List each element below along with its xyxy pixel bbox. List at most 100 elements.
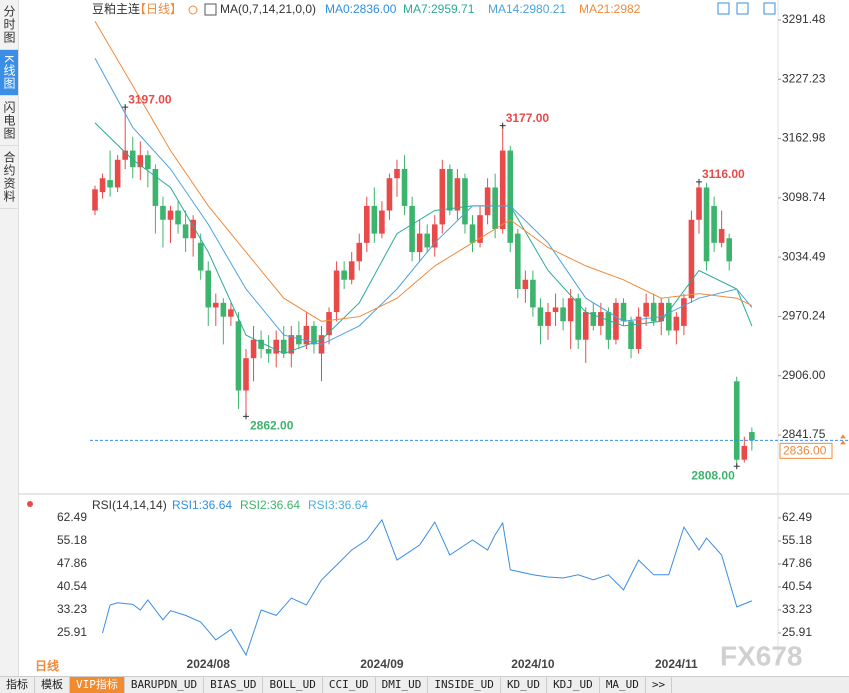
rsi-icon[interactable] xyxy=(27,501,33,507)
candle-body xyxy=(567,298,574,322)
indicator-tab[interactable]: >> xyxy=(646,677,673,693)
ma-line xyxy=(94,58,753,345)
candle-body xyxy=(190,219,196,239)
indicator-tab[interactable]: KD_UD xyxy=(501,677,548,693)
x-tick-label: 2024/10 xyxy=(511,657,555,671)
x-tick-label: 2024/08 xyxy=(187,657,231,671)
candle-body xyxy=(265,348,272,354)
legend-entry: RSI1:36.64 xyxy=(172,498,232,512)
y-tick-label-left: 55.18 xyxy=(57,533,87,547)
side-tab[interactable]: K线图 xyxy=(0,50,18,97)
y-tick-label: 3034.49 xyxy=(782,249,826,263)
price-arrow xyxy=(840,434,846,445)
extreme-label: 3116.00 xyxy=(702,167,745,181)
y-tick-label-left: 25.91 xyxy=(57,625,87,639)
indicator-tab[interactable]: MA_UD xyxy=(600,677,646,693)
legend-entry: MA14:2980.21 xyxy=(488,2,566,16)
candle-body xyxy=(718,228,725,243)
indicator-tab[interactable]: INSIDE_UD xyxy=(428,677,501,693)
candle-body xyxy=(454,178,461,211)
candle-body xyxy=(341,270,347,280)
sidebar: 分时图 K线图 闪电图 合约资料 xyxy=(0,0,19,676)
add-icon[interactable] xyxy=(188,5,198,15)
candle-body xyxy=(711,205,717,243)
candle-body xyxy=(741,445,748,460)
candle-body xyxy=(394,169,400,179)
icon[interactable] xyxy=(763,2,776,15)
extreme-marker xyxy=(243,413,249,420)
candle-body xyxy=(288,335,295,354)
candle-body xyxy=(681,298,687,326)
y-tick-label: 62.49 xyxy=(782,510,812,524)
candle-body xyxy=(447,169,453,211)
legend-entry: RSI2:36.64 xyxy=(240,498,300,512)
ma-line xyxy=(94,122,753,355)
icon[interactable] xyxy=(736,2,749,15)
candle-body xyxy=(469,224,476,243)
indicator-tab[interactable]: 模板 xyxy=(35,677,70,693)
candle-body xyxy=(628,321,634,349)
candle-body xyxy=(424,233,430,248)
candle-body xyxy=(152,169,159,206)
watermark: FX678 xyxy=(720,640,803,671)
candle-body xyxy=(145,155,151,170)
side-tab[interactable]: 闪电图 xyxy=(0,96,18,147)
side-tab[interactable]: 分时图 xyxy=(0,0,18,50)
candle-body xyxy=(590,312,597,326)
candle-body xyxy=(560,307,566,322)
ma-line xyxy=(94,21,753,322)
rsi-line xyxy=(102,518,753,657)
candle-body xyxy=(552,307,559,313)
candle-body xyxy=(167,210,174,220)
candle-body xyxy=(182,224,189,239)
candle-body xyxy=(122,150,128,160)
candle-body xyxy=(696,187,702,220)
indicator-tab[interactable]: BOLL_UD xyxy=(263,677,323,693)
x-tick-label: 2024/09 xyxy=(360,657,404,671)
indicator-tab[interactable]: KDJ_UD xyxy=(547,677,600,693)
candle-body xyxy=(605,312,612,340)
candle-body xyxy=(462,178,468,225)
candle-body xyxy=(99,178,106,193)
candle-body xyxy=(416,233,423,253)
extreme-marker xyxy=(696,178,702,185)
window-icons xyxy=(717,2,776,15)
candle-body xyxy=(582,312,589,340)
indicator-tab[interactable]: 指标 xyxy=(0,677,35,693)
icon[interactable] xyxy=(717,2,730,15)
ma-params: MA(0,7,14,21,0,0) xyxy=(220,2,316,16)
candle-body xyxy=(92,189,98,211)
symbol: 豆粕主连 xyxy=(92,1,140,16)
indicator-tab[interactable]: BIAS_UD xyxy=(204,677,264,693)
indicator-tab[interactable]: DMI_UD xyxy=(376,677,429,693)
indicator-tab[interactable]: VIP指标 xyxy=(70,677,125,693)
candle-body xyxy=(499,150,506,229)
candle-body xyxy=(733,381,740,460)
candle-body xyxy=(311,325,317,345)
y-tick-label-left: 62.49 xyxy=(57,510,87,524)
candle-body xyxy=(386,178,393,211)
indicator-tab[interactable]: CCI_UD xyxy=(323,677,376,693)
candle-body xyxy=(431,224,438,248)
candle-body xyxy=(129,150,136,168)
indicator-icon[interactable] xyxy=(204,3,217,16)
candle-body xyxy=(575,298,581,340)
candle-body xyxy=(160,205,166,220)
rsi-title: RSI(14,14,14) xyxy=(92,498,167,512)
extreme-marker xyxy=(499,122,506,129)
extreme-label: 3177.00 xyxy=(506,111,550,125)
side-tab[interactable]: 合约资料 xyxy=(0,146,18,210)
candle-body xyxy=(658,302,665,322)
candle-body xyxy=(673,316,680,331)
candle-body xyxy=(537,307,544,326)
candle-body xyxy=(688,219,695,299)
period-label: 日线 xyxy=(35,658,59,673)
indicator-tab[interactable]: BARUPDN_UD xyxy=(125,677,205,693)
candle-body xyxy=(650,302,657,322)
extreme-label: 2808.00 xyxy=(691,468,735,482)
last-price-label: 2836.00 xyxy=(783,444,827,458)
candle-body xyxy=(484,187,491,216)
candle-body xyxy=(522,279,529,289)
candle-body xyxy=(379,210,385,234)
